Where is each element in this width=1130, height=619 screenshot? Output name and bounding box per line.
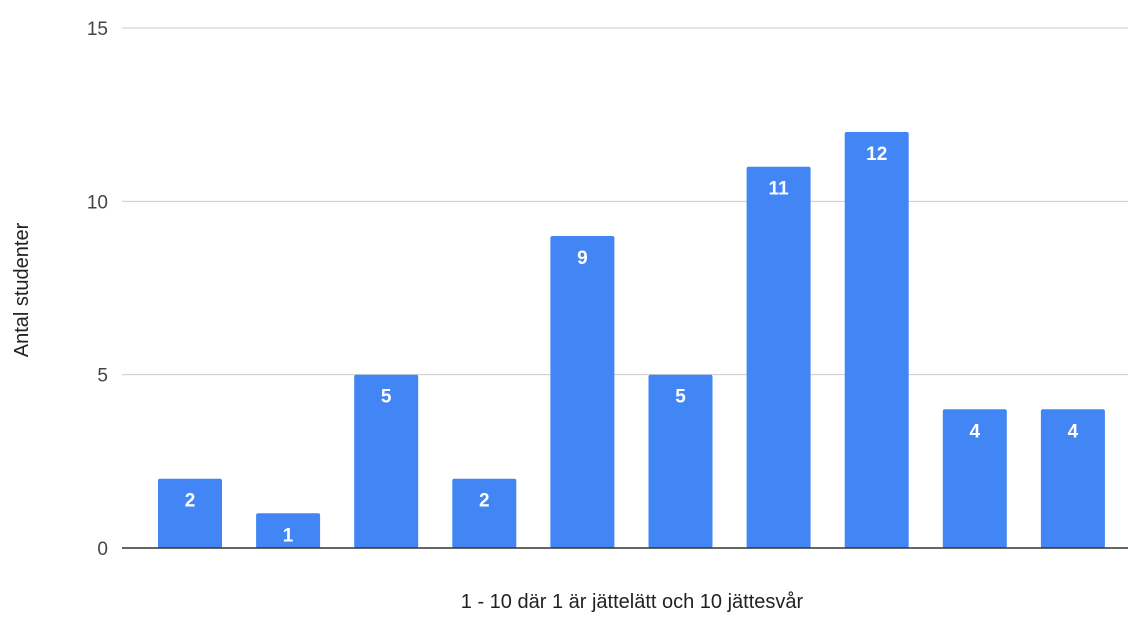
bar <box>452 478 517 548</box>
bar <box>256 513 321 548</box>
bar-data-label: 9 <box>577 248 588 269</box>
bar <box>844 132 909 548</box>
bar <box>746 166 811 548</box>
bars: 2 1 5 2 9 5 11 12 4 4 <box>158 132 1105 548</box>
bar <box>354 374 419 548</box>
bar <box>158 478 222 548</box>
bar-data-label: 2 <box>185 491 196 512</box>
bar-data-label: 5 <box>381 387 392 408</box>
bar <box>648 374 713 548</box>
bar-data-label: 12 <box>866 144 887 165</box>
bar <box>942 409 1007 548</box>
gridlines <box>122 27 1128 376</box>
bar-data-label: 1 <box>283 525 294 546</box>
bar-data-label: 4 <box>970 421 981 442</box>
y-axis-title: Antal studenter <box>11 222 33 357</box>
y-axis-ticks: 0 5 10 15 <box>87 19 108 560</box>
bar <box>1040 409 1105 548</box>
bar-data-label: 4 <box>1068 421 1079 442</box>
bar-data-label: 5 <box>675 387 686 408</box>
bar-data-label: 11 <box>769 179 790 200</box>
y-tick-label: 5 <box>97 366 108 387</box>
y-tick-label: 10 <box>87 192 108 213</box>
x-axis-title: 1 - 10 där 1 är jättelätt och 10 jättesv… <box>461 591 804 613</box>
y-tick-label: 0 <box>97 539 108 560</box>
bar <box>550 236 615 548</box>
bar-data-label: 2 <box>479 491 490 512</box>
y-tick-label: 15 <box>87 19 108 40</box>
